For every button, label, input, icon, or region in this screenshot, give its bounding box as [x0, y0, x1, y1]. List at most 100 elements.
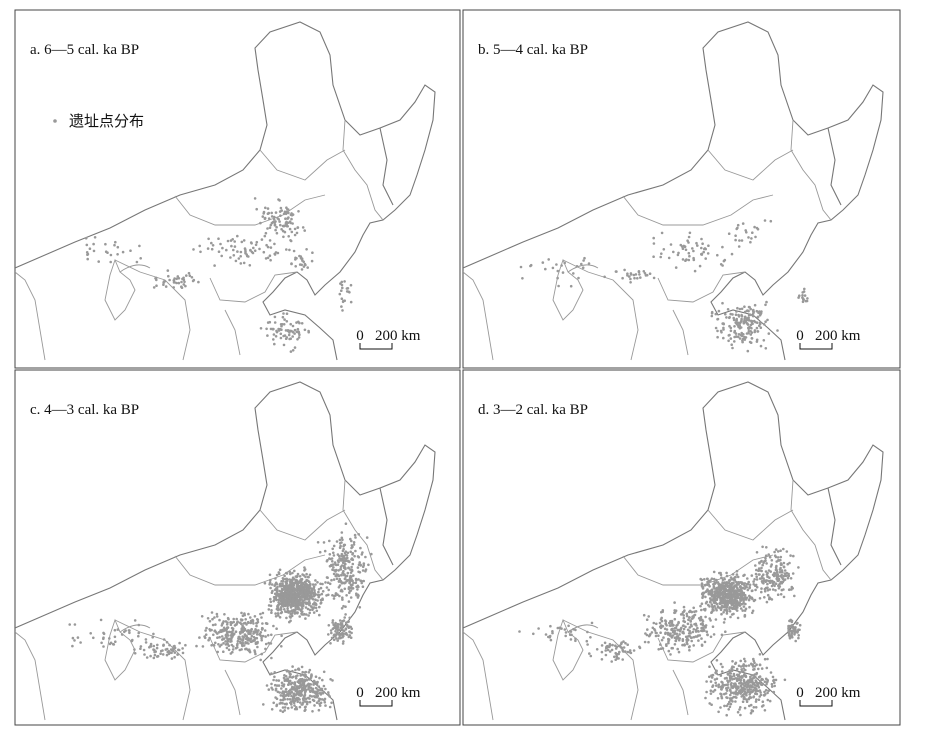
site-dot: [782, 595, 786, 599]
site-dot: [308, 573, 312, 577]
base-map: [15, 381, 436, 721]
site-dot: [290, 217, 293, 221]
site-dot: [291, 583, 295, 587]
site-dot: [286, 697, 289, 701]
site-dot: [151, 636, 154, 639]
site-dot: [113, 628, 117, 632]
site-dot: [558, 626, 561, 630]
site-dot: [121, 250, 125, 254]
site-dot: [113, 243, 116, 247]
site-dot: [278, 616, 282, 619]
site-dots: [519, 219, 809, 353]
site-dot: [162, 644, 165, 647]
site-dot: [282, 212, 286, 216]
site-dot: [208, 636, 211, 640]
site-dot: [743, 305, 746, 309]
site-dot: [317, 590, 320, 594]
site-dot: [303, 591, 307, 594]
site-dot: [648, 272, 652, 276]
site-dot: [748, 695, 752, 699]
site-dot: [755, 338, 759, 342]
site-dot: [699, 617, 703, 621]
site-dot: [71, 636, 75, 640]
site-dot: [311, 603, 315, 606]
site-dot: [751, 685, 754, 689]
site-dot: [700, 637, 703, 640]
scale-distance: 200 km: [375, 685, 421, 701]
site-dot: [283, 674, 286, 677]
site-dot: [130, 639, 134, 643]
site-dot: [331, 679, 334, 682]
site-dot: [626, 274, 629, 277]
site-dot: [350, 546, 353, 550]
site-dot: [742, 605, 746, 608]
site-dot: [629, 651, 633, 655]
site-dot: [744, 675, 748, 679]
site-dot: [269, 258, 272, 262]
site-dot: [574, 637, 577, 641]
site-dot: [714, 618, 718, 621]
site-dot: [239, 630, 243, 634]
site-dot: [308, 611, 312, 615]
site-dot: [273, 321, 277, 324]
site-dot: [226, 640, 230, 643]
site-dot: [252, 622, 255, 625]
site-dot: [264, 231, 268, 235]
site-dot: [777, 578, 781, 582]
site-dot: [302, 604, 305, 608]
site-dot: [281, 224, 285, 228]
site-dot: [297, 607, 300, 611]
site-dot: [759, 312, 762, 316]
site-dot: [674, 639, 677, 643]
site-dot: [350, 631, 353, 635]
site-dot: [138, 244, 141, 248]
site-dot: [741, 222, 745, 225]
site-dot: [256, 618, 259, 621]
site-dot: [752, 310, 755, 313]
site-dot: [323, 549, 327, 553]
site-dot: [761, 700, 765, 703]
site-dot: [693, 269, 697, 273]
site-dot: [351, 579, 354, 583]
site-dot: [279, 607, 283, 611]
site-dot: [356, 588, 359, 591]
site-dot: [657, 648, 660, 651]
site-dot: [647, 615, 650, 618]
site-dot: [116, 245, 120, 249]
site-dot: [335, 574, 338, 577]
site-dot: [295, 696, 299, 700]
site-dot: [669, 653, 672, 656]
site-dot: [771, 588, 775, 591]
site-dot: [298, 587, 301, 591]
site-dot: [761, 682, 764, 686]
site-dot: [284, 217, 287, 220]
site-dot: [734, 321, 737, 324]
site-dot: [774, 678, 778, 682]
site-dot: [766, 318, 769, 322]
site-dot: [734, 603, 737, 607]
site-dot: [233, 245, 237, 248]
site-dot: [729, 693, 732, 697]
site-dot: [732, 674, 736, 677]
site-dot: [728, 674, 732, 678]
site-dot: [586, 630, 589, 634]
site-dot: [235, 623, 238, 626]
site-dot: [344, 627, 348, 630]
site-dot: [283, 603, 286, 606]
site-dot: [307, 602, 311, 606]
site-dot: [721, 595, 725, 598]
site-dot: [270, 583, 274, 586]
site-dot: [742, 678, 746, 682]
site-dot: [272, 624, 275, 628]
site-dot: [729, 591, 733, 595]
site-dot: [798, 628, 801, 632]
site-dot: [289, 239, 293, 243]
site-dot: [577, 276, 580, 280]
site-dot: [757, 698, 761, 701]
panel-border: [14, 9, 461, 369]
site-dot: [683, 644, 686, 647]
site-dot: [327, 588, 331, 592]
site-dot: [778, 585, 782, 588]
site-dot: [749, 675, 752, 679]
site-dot: [707, 244, 710, 247]
